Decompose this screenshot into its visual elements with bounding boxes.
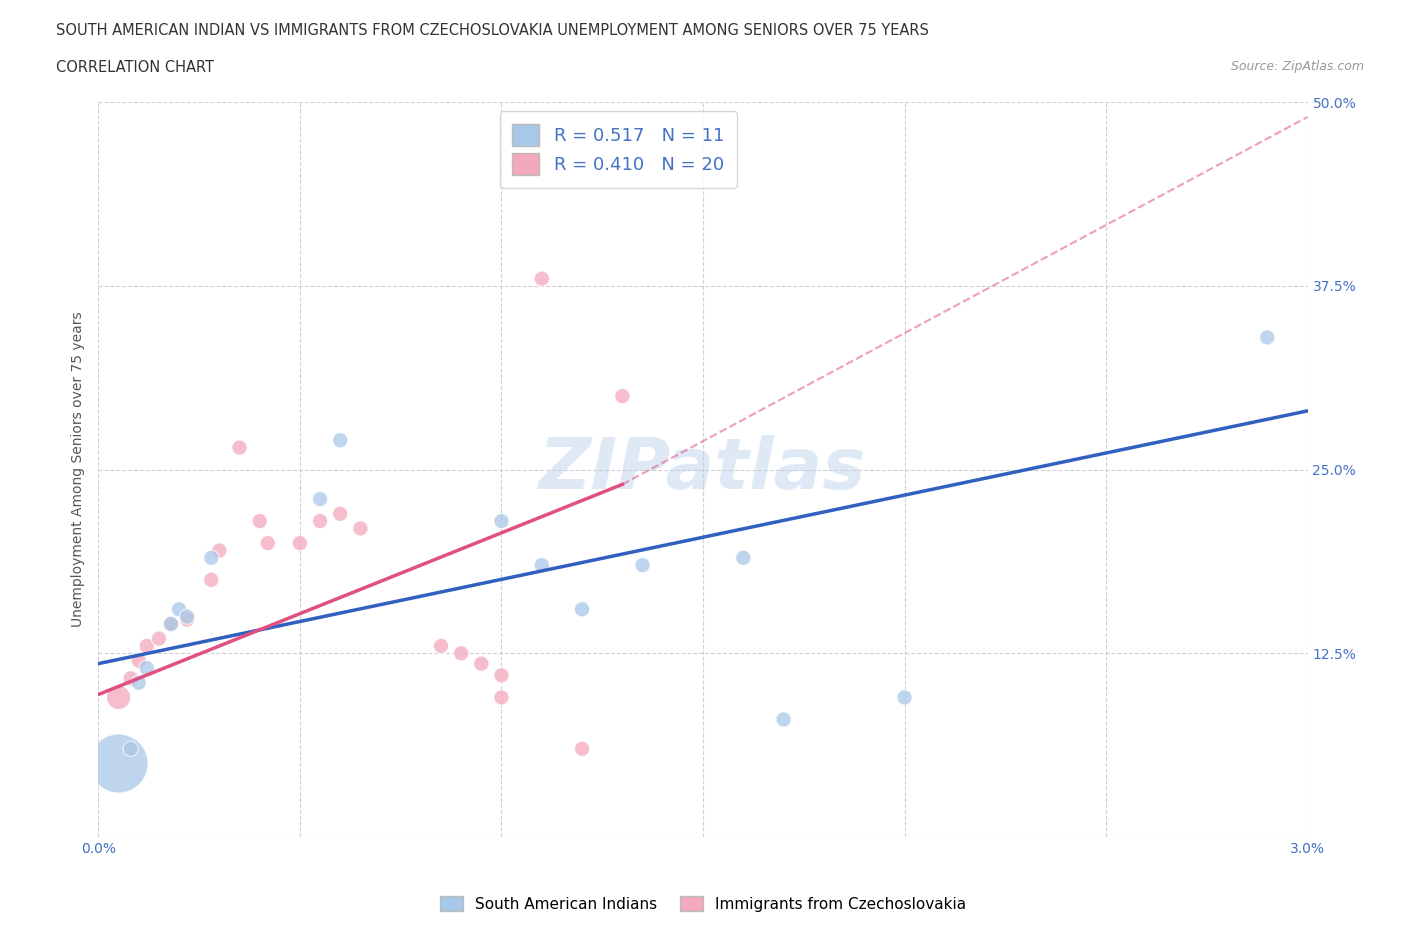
Point [450, 645, 472, 660]
Point [470, 657, 492, 671]
Point [309, 492, 332, 507]
Point [135, 639, 157, 654]
Point [160, 617, 183, 631]
Point [176, 612, 198, 627]
Point [249, 513, 271, 528]
Point [733, 551, 755, 565]
Point [329, 506, 352, 521]
Legend: South American Indians, Immigrants from Czechoslovakia: South American Indians, Immigrants from … [433, 889, 973, 918]
Point [128, 653, 150, 668]
Point [329, 432, 352, 447]
Point [530, 272, 553, 286]
Point [309, 513, 332, 528]
Point [228, 440, 250, 455]
Legend: R = 0.517   N = 11, R = 0.410   N = 20: R = 0.517 N = 11, R = 0.410 N = 20 [499, 112, 737, 188]
Point [772, 712, 794, 727]
Point [107, 756, 129, 771]
Point [160, 617, 183, 631]
Point [1256, 330, 1278, 345]
Y-axis label: Unemployment Among Seniors over 75 years: Unemployment Among Seniors over 75 years [72, 312, 86, 628]
Point [128, 675, 150, 690]
Point [893, 690, 915, 705]
Point [491, 668, 513, 683]
Text: SOUTH AMERICAN INDIAN VS IMMIGRANTS FROM CZECHOSLOVAKIA UNEMPLOYMENT AMONG SENIO: SOUTH AMERICAN INDIAN VS IMMIGRANTS FROM… [56, 23, 929, 38]
Point [631, 558, 654, 573]
Point [135, 660, 157, 675]
Point [148, 631, 170, 646]
Point [120, 671, 142, 685]
Point [612, 389, 634, 404]
Point [176, 609, 198, 624]
Point [571, 741, 593, 756]
Point [491, 513, 513, 528]
Text: ZIPatlas: ZIPatlas [540, 435, 866, 504]
Point [430, 639, 453, 654]
Text: CORRELATION CHART: CORRELATION CHART [56, 60, 214, 75]
Point [200, 551, 222, 565]
Point [200, 573, 222, 588]
Point [288, 536, 311, 551]
Text: Source: ZipAtlas.com: Source: ZipAtlas.com [1230, 60, 1364, 73]
Point [530, 558, 553, 573]
Point [107, 690, 129, 705]
Point [167, 602, 190, 617]
Point [571, 602, 593, 617]
Point [256, 536, 278, 551]
Point [120, 741, 142, 756]
Point [491, 690, 513, 705]
Point [208, 543, 231, 558]
Point [349, 521, 371, 536]
